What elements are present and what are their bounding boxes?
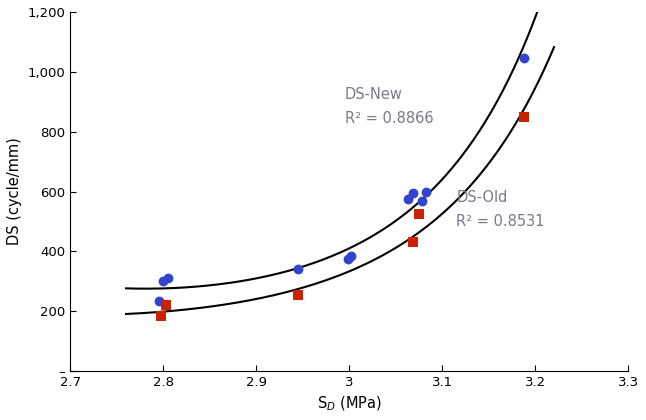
Point <box>417 197 427 204</box>
Y-axis label: DS (cycle/mm): DS (cycle/mm) <box>7 138 22 245</box>
Point <box>163 275 173 282</box>
Point <box>293 266 304 273</box>
Point <box>414 211 424 218</box>
Point <box>161 302 171 309</box>
Point <box>293 291 304 298</box>
Point <box>519 113 530 120</box>
Point <box>342 256 353 262</box>
Point <box>156 312 167 319</box>
Text: R² = 0.8866: R² = 0.8866 <box>345 111 433 126</box>
Text: DS-Old: DS-Old <box>456 190 508 205</box>
Point <box>519 55 530 62</box>
X-axis label: S$_D$ (MPa): S$_D$ (MPa) <box>317 395 382 413</box>
Point <box>403 196 413 202</box>
Point <box>154 297 164 304</box>
Point <box>408 239 418 246</box>
Point <box>421 188 431 195</box>
Point <box>346 252 357 259</box>
Point <box>408 190 418 197</box>
Text: DS-New: DS-New <box>345 87 402 102</box>
Point <box>158 278 169 285</box>
Text: R² = 0.8531: R² = 0.8531 <box>456 214 545 229</box>
